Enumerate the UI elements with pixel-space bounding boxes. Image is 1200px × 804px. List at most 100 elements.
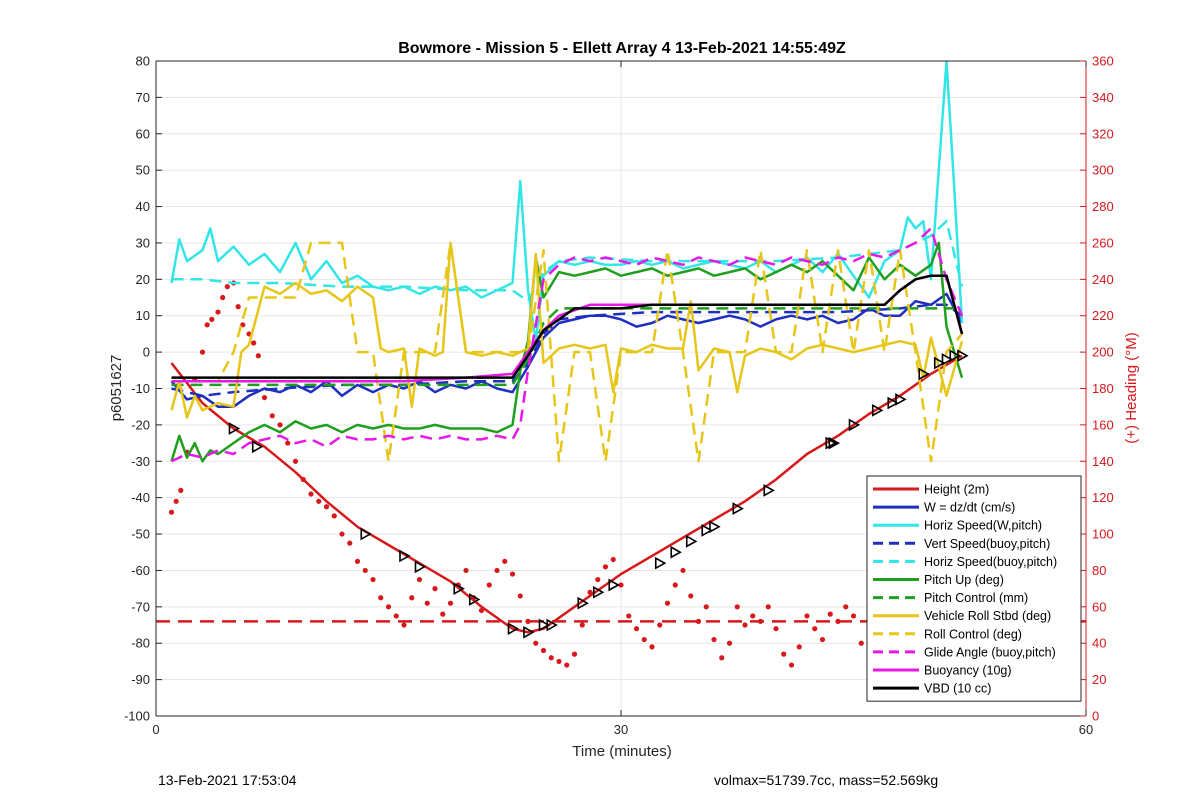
y-tick-label: -60: [131, 563, 150, 578]
chart-title: Bowmore - Mission 5 - Ellett Array 4 13-…: [398, 40, 846, 57]
heading-point: [370, 576, 376, 583]
y-tick-label: -90: [131, 672, 150, 687]
heading-point: [819, 636, 826, 643]
heading-point: [416, 576, 423, 583]
heading-point: [579, 622, 585, 628]
heading-point: [695, 618, 702, 624]
y-tick-label: 20: [136, 272, 150, 287]
y-axis-label: p6051627: [108, 355, 125, 422]
y-tick-label: 70: [136, 90, 150, 105]
legend-label: Height (2m): [924, 483, 989, 497]
y2-tick-label: 140: [1092, 454, 1114, 469]
series-group: [156, 61, 1086, 701]
height-marker: [871, 403, 884, 417]
y2-tick-label: 80: [1092, 563, 1106, 578]
height-marker: [414, 560, 427, 574]
heading-point: [285, 440, 291, 446]
heading-point: [385, 604, 392, 610]
heading-point: [812, 626, 818, 632]
height-marker: [546, 618, 558, 632]
heading-point: [401, 622, 407, 628]
heading-point: [548, 655, 554, 661]
series-line-glide-angle-buoy-pitch: [170, 227, 964, 463]
height-marker: [360, 527, 372, 541]
legend-label: Pitch Up (deg): [924, 573, 1004, 587]
heading-point: [316, 498, 322, 504]
heading-point: [827, 611, 833, 617]
heading-point: [255, 353, 261, 359]
legend-label: Buoyancy (10g): [924, 664, 1012, 678]
height-marker: [251, 440, 264, 454]
heading-point: [339, 531, 345, 537]
heading-point: [602, 564, 609, 570]
heading-point: [209, 316, 215, 322]
heading-point: [858, 640, 864, 646]
heading-point: [463, 567, 469, 574]
height-marker: [763, 484, 775, 497]
heading-point: [235, 304, 241, 310]
series-line-height-2m: [170, 354, 963, 634]
heading-point: [393, 613, 399, 619]
heading-point: [804, 613, 810, 619]
heading-point: [719, 655, 725, 661]
heading-point: [308, 491, 314, 497]
heading-point: [486, 582, 492, 588]
y-tick-label: -10: [131, 381, 150, 396]
heading-point: [173, 498, 179, 504]
height-marker: [228, 422, 241, 435]
heading-point: [781, 651, 787, 657]
height-marker: [828, 436, 840, 450]
heading-point: [323, 504, 330, 510]
heading-point: [540, 647, 547, 654]
heading-point: [362, 567, 368, 574]
heading-point: [742, 622, 748, 628]
legend-label: W = dz/dt (cm/s): [924, 501, 1015, 515]
height-marker: [399, 549, 411, 563]
heading-point: [641, 636, 647, 643]
heading-point: [269, 413, 275, 419]
heading-point: [633, 626, 640, 632]
y2-tick-label: 300: [1092, 163, 1114, 178]
heading-point: [220, 294, 226, 301]
height-marker: [957, 349, 969, 363]
heading-point: [726, 640, 733, 646]
y-tick-label: -50: [131, 527, 150, 542]
heading-point: [517, 593, 523, 599]
y2-tick-label: 240: [1092, 272, 1114, 287]
heading-point: [649, 644, 655, 650]
heading-point: [378, 595, 384, 601]
y-tick-label: 40: [136, 199, 150, 214]
height-marker: [654, 556, 667, 570]
heading-point: [610, 556, 616, 563]
heading-point: [835, 618, 841, 624]
heading-point: [224, 284, 230, 290]
heading-point: [773, 626, 779, 632]
series-line-vbd-10-cc: [171, 274, 964, 379]
heading-point: [178, 487, 184, 493]
heading-point: [750, 613, 756, 619]
heading-point: [788, 662, 795, 668]
heading-point: [765, 604, 771, 610]
heading-point: [440, 611, 446, 617]
heading-point: [711, 636, 717, 643]
series-line-vehicle-roll-stbd-deg: [170, 241, 964, 419]
y2-tick-label: 220: [1092, 308, 1114, 323]
height-marker: [468, 593, 481, 606]
y-tick-label: 30: [136, 235, 150, 250]
heading-point: [502, 558, 508, 564]
heading-point: [199, 349, 206, 355]
heading-point: [657, 622, 663, 628]
y2-tick-label: 200: [1092, 345, 1114, 360]
height-marker: [941, 353, 954, 366]
height-marker: [507, 622, 520, 636]
y2-tick-label: 160: [1092, 417, 1114, 432]
height-marker: [887, 396, 899, 410]
heading-point: [347, 540, 353, 546]
height-marker: [608, 578, 620, 592]
heading-point: [734, 604, 740, 610]
heading-point: [494, 567, 500, 574]
y2-tick-label: 320: [1092, 126, 1114, 141]
heading-point: [703, 604, 709, 610]
y-tick-label: -40: [131, 490, 150, 505]
